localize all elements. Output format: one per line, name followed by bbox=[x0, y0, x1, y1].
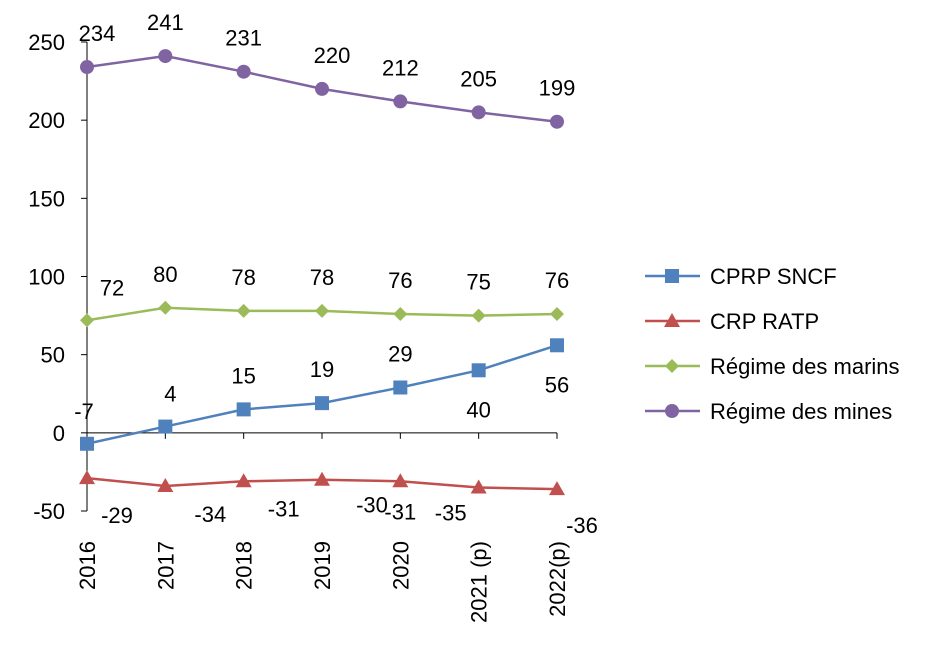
data-label: 241 bbox=[147, 10, 184, 35]
legend-marker bbox=[665, 359, 679, 373]
legend-label: Régime des marins bbox=[710, 354, 900, 379]
data-label: 29 bbox=[388, 341, 412, 366]
data-label: 80 bbox=[153, 262, 177, 287]
legend-item: CRP RATP bbox=[645, 309, 819, 334]
legend-marker bbox=[664, 313, 680, 327]
legend-label: Régime des mines bbox=[710, 399, 892, 424]
data-label: 40 bbox=[466, 397, 490, 422]
legend: CPRP SNCF CRP RATP Régime des marins Régime… bbox=[645, 264, 900, 424]
data-label: 19 bbox=[310, 357, 334, 382]
data-point bbox=[314, 471, 330, 486]
data-point bbox=[235, 473, 252, 488]
data-label: 15 bbox=[231, 363, 255, 388]
legend-marker bbox=[665, 269, 679, 283]
data-point bbox=[471, 363, 486, 378]
legend-item: Régime des marins bbox=[645, 354, 900, 379]
legend-label: CRP RATP bbox=[710, 309, 819, 334]
data-point bbox=[158, 300, 173, 315]
x-tick-label: 2022(p) bbox=[545, 541, 570, 617]
data-point bbox=[471, 105, 486, 120]
data-point bbox=[393, 380, 408, 395]
data-label: 220 bbox=[314, 43, 351, 68]
x-tick-label: 2021 (p) bbox=[467, 541, 492, 623]
data-point bbox=[236, 64, 251, 79]
data-label: 78 bbox=[310, 265, 334, 290]
data-point bbox=[80, 436, 94, 451]
series-markers bbox=[79, 49, 565, 496]
chart-axes: -50 0 50 100 150 200 250 2016 2017 2018 2019 2020 20… bbox=[28, 30, 570, 623]
data-label: 72 bbox=[100, 275, 124, 300]
data-label: -34 bbox=[194, 502, 226, 527]
data-point bbox=[236, 402, 251, 417]
data-point bbox=[470, 479, 487, 494]
data-label: -31 bbox=[268, 496, 300, 521]
data-label: 234 bbox=[79, 21, 116, 46]
data-point bbox=[393, 307, 408, 322]
legend-marker bbox=[665, 404, 679, 418]
data-point bbox=[158, 419, 173, 434]
y-tick-label: 50 bbox=[41, 343, 65, 368]
data-point bbox=[550, 338, 564, 353]
y-tick-label: 100 bbox=[28, 265, 65, 290]
y-tick-label: 250 bbox=[28, 30, 65, 55]
x-tick-label: 2018 bbox=[232, 541, 257, 590]
data-point bbox=[550, 114, 564, 129]
data-label: 76 bbox=[388, 268, 412, 293]
data-point bbox=[80, 60, 94, 75]
x-tick-label: 2016 bbox=[75, 541, 100, 590]
data-label: -31 bbox=[384, 499, 416, 524]
data-label: -35 bbox=[435, 501, 467, 526]
data-point bbox=[315, 303, 329, 318]
data-label: 76 bbox=[545, 268, 569, 293]
y-tick-label: 0 bbox=[53, 421, 65, 446]
data-point bbox=[315, 81, 329, 96]
y-tick-label: -50 bbox=[33, 499, 65, 524]
legend-label: CPRP SNCF bbox=[710, 264, 837, 289]
data-point bbox=[315, 396, 329, 411]
y-tick-label: 200 bbox=[28, 108, 65, 133]
y-tick-label: 150 bbox=[28, 186, 65, 211]
data-point bbox=[393, 94, 408, 109]
data-label: 4 bbox=[164, 382, 176, 407]
data-point bbox=[79, 470, 95, 485]
data-point bbox=[236, 303, 251, 318]
data-label: 199 bbox=[539, 76, 576, 101]
data-point bbox=[80, 313, 94, 328]
data-label: -36 bbox=[566, 513, 598, 538]
data-label: -30 bbox=[356, 493, 388, 518]
data-label: 56 bbox=[545, 372, 569, 397]
data-point bbox=[549, 481, 565, 496]
data-point bbox=[157, 477, 174, 492]
data-label: 212 bbox=[382, 55, 419, 80]
legend-item: CPRP SNCF bbox=[645, 264, 837, 289]
data-point bbox=[158, 49, 173, 64]
data-label: 78 bbox=[231, 265, 255, 290]
data-point bbox=[550, 307, 564, 322]
data-point bbox=[392, 473, 409, 488]
data-label: -29 bbox=[101, 503, 133, 528]
x-tick-label: 2020 bbox=[388, 541, 413, 590]
x-tick-label: 2019 bbox=[310, 541, 335, 590]
x-tick-label: 2017 bbox=[153, 541, 178, 590]
data-label: 75 bbox=[466, 270, 490, 295]
legend-item: Régime des mines bbox=[645, 399, 892, 424]
data-label: 231 bbox=[225, 26, 262, 51]
data-point bbox=[471, 308, 486, 323]
data-label: 205 bbox=[460, 66, 497, 91]
data-label: -7 bbox=[74, 399, 94, 424]
